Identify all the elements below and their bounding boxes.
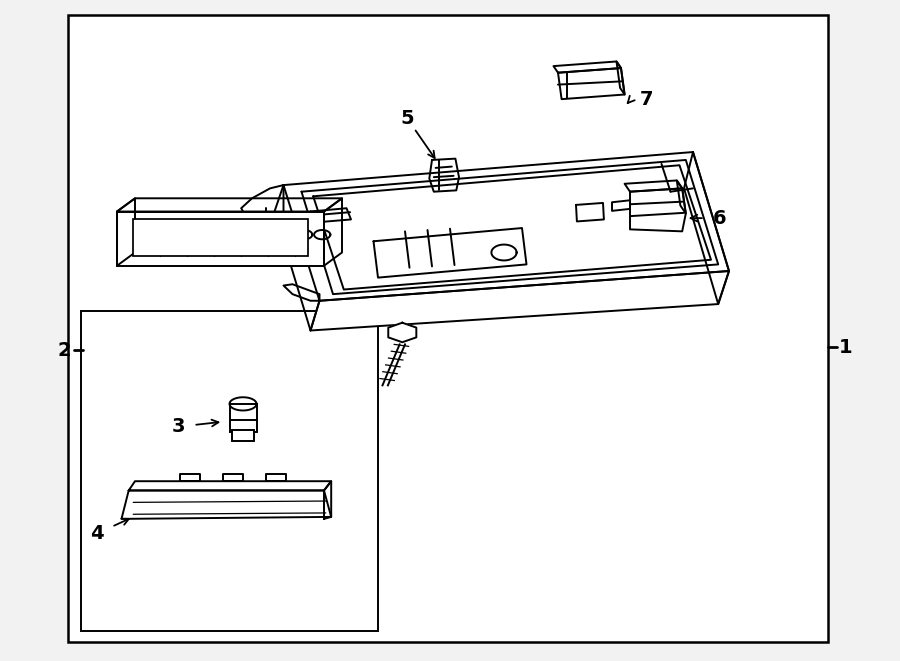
Text: 7: 7: [639, 90, 652, 108]
Polygon shape: [223, 474, 243, 481]
Polygon shape: [324, 481, 331, 519]
Bar: [230, 404, 256, 432]
Polygon shape: [180, 474, 200, 481]
Polygon shape: [684, 152, 729, 304]
Polygon shape: [558, 68, 625, 99]
Polygon shape: [630, 188, 686, 231]
Polygon shape: [388, 323, 417, 342]
Text: 2: 2: [58, 341, 72, 360]
Bar: [232, 430, 254, 441]
Polygon shape: [310, 208, 351, 223]
Polygon shape: [284, 152, 729, 301]
Polygon shape: [117, 198, 342, 212]
Polygon shape: [310, 271, 729, 330]
Polygon shape: [616, 61, 625, 95]
Polygon shape: [266, 474, 286, 481]
Polygon shape: [429, 159, 459, 192]
Polygon shape: [554, 61, 621, 73]
Text: 1: 1: [839, 338, 853, 356]
Polygon shape: [374, 228, 526, 278]
Text: 6: 6: [713, 209, 727, 227]
Polygon shape: [324, 198, 342, 266]
Bar: [68, 15, 828, 642]
Bar: [81, 311, 378, 631]
Polygon shape: [612, 200, 630, 211]
Text: 3: 3: [172, 417, 185, 436]
Bar: [117, 212, 324, 266]
Polygon shape: [117, 198, 135, 266]
Polygon shape: [677, 180, 686, 214]
Polygon shape: [122, 490, 331, 519]
Polygon shape: [129, 481, 331, 490]
Bar: [133, 219, 308, 256]
Text: 5: 5: [400, 110, 414, 128]
Polygon shape: [625, 180, 682, 192]
Text: 4: 4: [90, 524, 104, 543]
